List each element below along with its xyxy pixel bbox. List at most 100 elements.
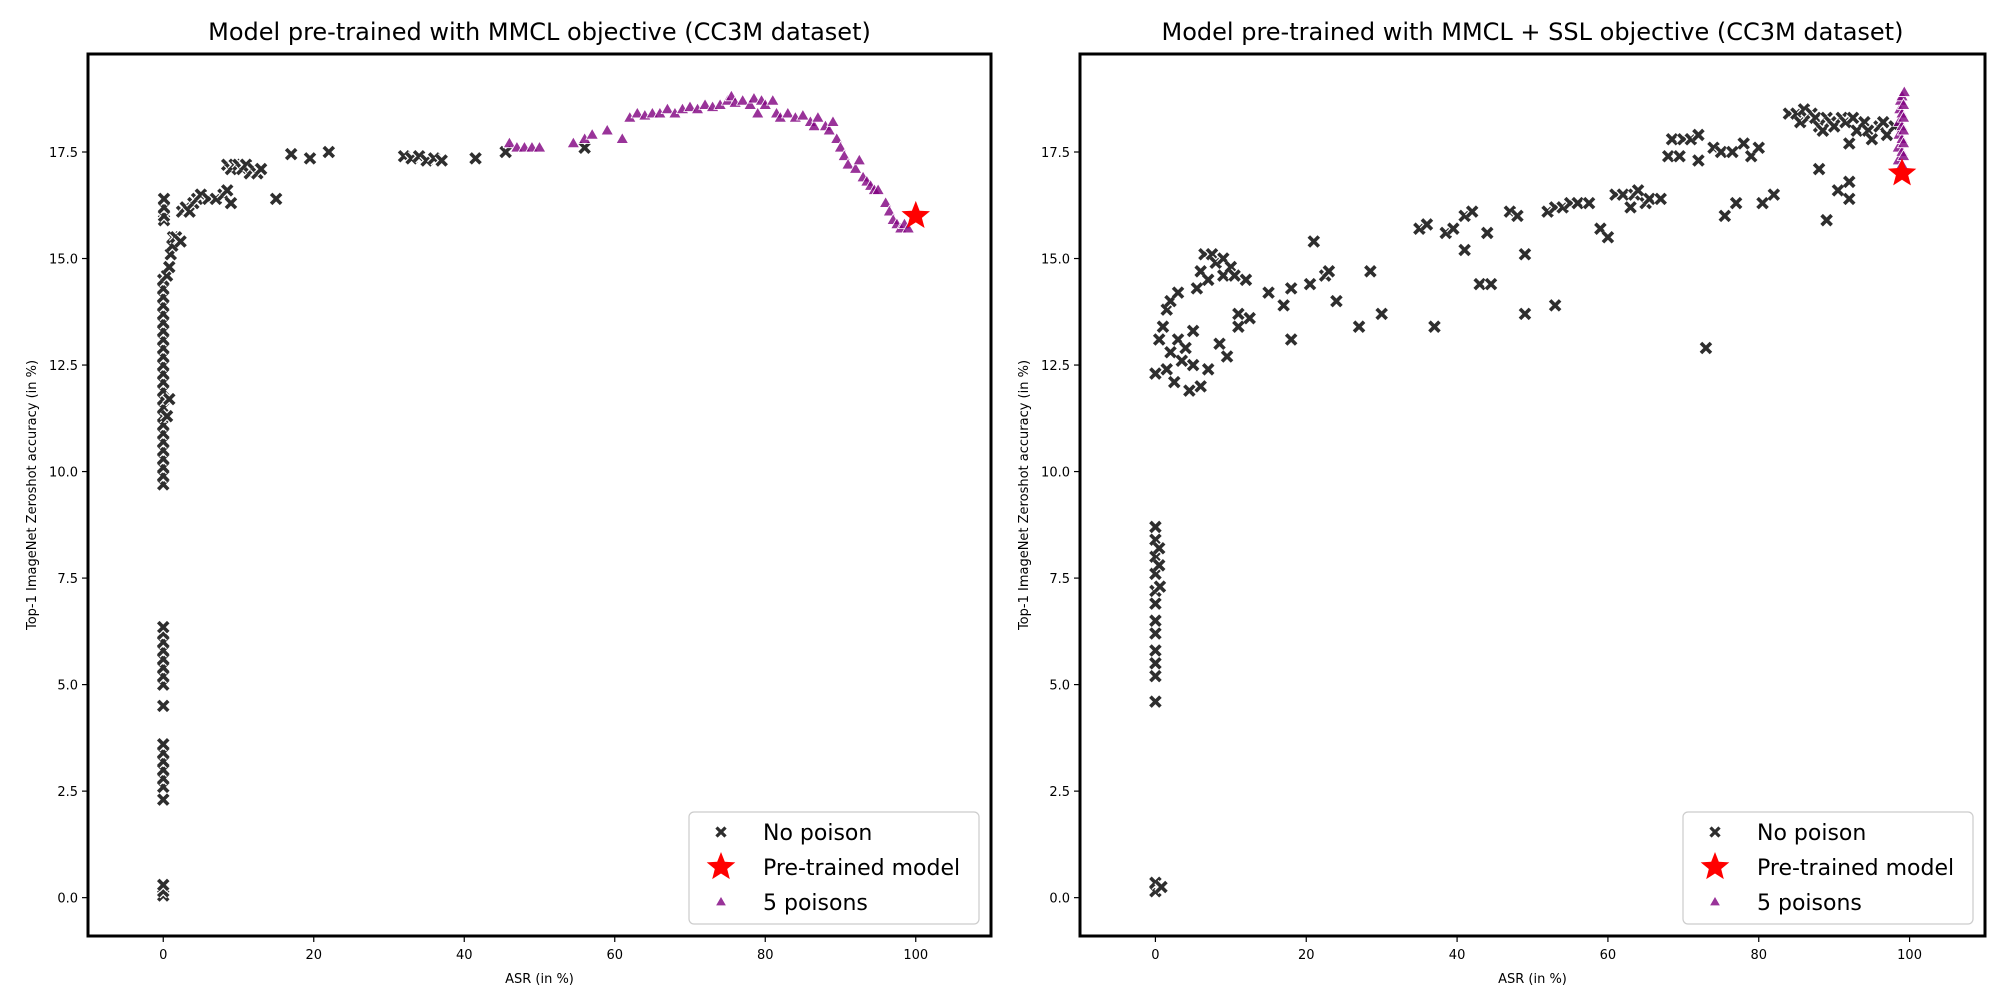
marker-cross xyxy=(1692,154,1705,167)
marker-cross xyxy=(1616,188,1630,201)
data-point xyxy=(434,153,449,168)
data-point xyxy=(1363,264,1378,279)
x-tick-label: 0 xyxy=(1151,948,1159,963)
data-point xyxy=(747,91,761,104)
data-point xyxy=(1672,149,1687,164)
marker-cross xyxy=(284,147,298,161)
marker-cross xyxy=(1149,597,1162,610)
marker-cross xyxy=(1447,222,1460,235)
data-point xyxy=(1842,174,1857,189)
y-tick-label: 0.0 xyxy=(57,892,78,907)
data-point xyxy=(1581,196,1597,211)
x-tick-label: 60 xyxy=(606,948,623,963)
data-point xyxy=(1766,187,1781,202)
x-axis-label: ASR (in %) xyxy=(505,972,574,987)
marker-cross xyxy=(1654,192,1667,206)
marker-cross xyxy=(1149,644,1162,657)
data-point xyxy=(833,140,848,153)
data-point xyxy=(1713,144,1729,160)
data-point xyxy=(1446,221,1461,236)
marker-cross xyxy=(1232,307,1245,321)
marker-cross xyxy=(1601,230,1615,244)
marker-cross xyxy=(1284,333,1298,346)
data-point xyxy=(566,136,581,149)
data-point xyxy=(1457,242,1472,258)
marker-cross xyxy=(1718,209,1732,223)
marker-cross xyxy=(1831,184,1845,197)
data-point xyxy=(1231,306,1246,322)
data-point xyxy=(1751,140,1766,155)
marker-cross xyxy=(1420,218,1434,231)
data-point xyxy=(807,119,822,132)
marker-cross xyxy=(254,162,268,176)
data-point xyxy=(498,144,513,160)
marker-cross xyxy=(1699,341,1713,355)
data-point xyxy=(269,191,284,206)
data-point xyxy=(1284,281,1299,296)
data-point xyxy=(871,183,885,195)
marker-cross xyxy=(1484,277,1498,291)
plot-frame xyxy=(86,52,993,938)
marker-cross xyxy=(1809,111,1822,125)
data-point xyxy=(780,106,795,119)
data-point xyxy=(1725,144,1740,160)
marker-cross xyxy=(1167,375,1181,389)
marker-cross xyxy=(1661,149,1675,163)
data-point xyxy=(829,131,844,144)
marker-cross xyxy=(1709,826,1721,838)
marker-cross xyxy=(1330,294,1343,308)
data-point xyxy=(1615,187,1631,202)
x-axis-label: ASR (in %) xyxy=(1498,972,1567,987)
data-point xyxy=(162,392,177,407)
marker-cross xyxy=(469,152,482,165)
data-point xyxy=(1193,379,1208,394)
x-tick-label: 100 xyxy=(903,948,928,963)
legend-marker xyxy=(706,852,736,880)
data-point xyxy=(1896,110,1911,123)
data-point xyxy=(1148,656,1163,671)
marker-cross xyxy=(1756,196,1769,210)
data-point xyxy=(841,157,855,170)
data-point xyxy=(1896,123,1911,136)
data-point xyxy=(1860,123,1876,138)
marker-cross xyxy=(1858,115,1871,129)
marker-cross xyxy=(1201,273,1215,287)
marker-cross xyxy=(160,409,174,423)
marker-cross xyxy=(1624,201,1637,214)
y-tick-label: 5.0 xyxy=(1049,679,1070,694)
data-point xyxy=(1427,319,1442,334)
marker-cross xyxy=(1160,303,1174,316)
data-point xyxy=(1242,311,1257,326)
data-point xyxy=(1170,285,1186,300)
data-point xyxy=(1842,136,1857,151)
marker-cross xyxy=(499,145,512,159)
data-point xyxy=(208,191,224,206)
data-point xyxy=(1808,110,1823,126)
marker-cross xyxy=(715,826,727,838)
marker-cross xyxy=(1465,205,1479,218)
data-point xyxy=(1174,353,1189,368)
marker-cross xyxy=(1205,247,1219,261)
marker-cross xyxy=(1842,192,1856,206)
series-5-poisons xyxy=(502,89,916,234)
data-point xyxy=(1811,161,1827,177)
data-point xyxy=(1845,110,1861,126)
marker-cross xyxy=(1232,320,1245,333)
data-point xyxy=(1691,127,1706,143)
marker-cross xyxy=(1149,695,1162,708)
marker-cross xyxy=(1375,307,1388,321)
marker-cross xyxy=(1155,880,1168,894)
marker-cross xyxy=(1820,213,1833,227)
data-point xyxy=(1178,340,1193,356)
chart-title: Model pre-trained with MMCL + SSL object… xyxy=(1162,18,1904,46)
data-point xyxy=(1182,383,1197,398)
data-point xyxy=(1306,234,1321,249)
data-point xyxy=(1159,362,1174,377)
data-point xyxy=(1148,643,1163,658)
marker-cross xyxy=(1692,128,1705,142)
data-point xyxy=(901,200,930,228)
data-point xyxy=(698,97,712,110)
x-tick-label: 60 xyxy=(1600,948,1617,963)
data-point xyxy=(1148,668,1163,684)
marker-cross xyxy=(1183,384,1196,397)
